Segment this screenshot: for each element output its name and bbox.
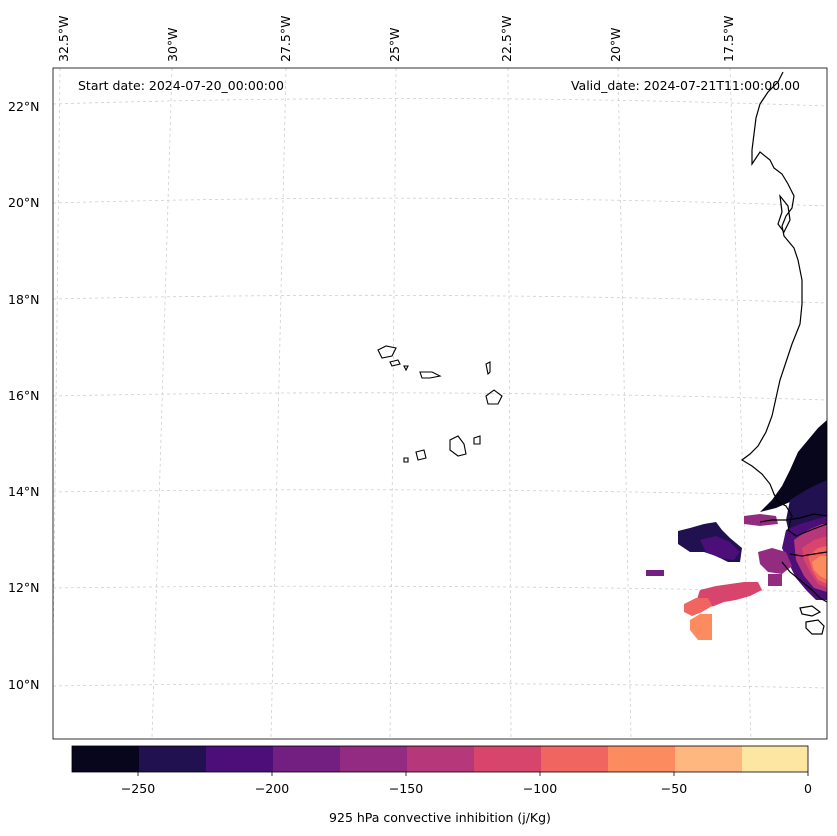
cin-contour-fills (646, 420, 827, 640)
lon-tick-label: 32.5°W (56, 16, 71, 62)
cin-region (812, 556, 827, 580)
colorbar-ticks (137, 772, 809, 776)
map-frame (52, 67, 828, 740)
lon-tick-label: 27.5°W (278, 16, 293, 62)
latitude-tick-labels: 22°N 20°N 18°N 16°N 14°N 12°N 10°N (8, 99, 40, 692)
colorbar-segment (742, 746, 808, 772)
lon-tick-label: 17.5°W (721, 16, 736, 62)
cin-region (690, 614, 712, 640)
longitude-tick-labels: 32.5°W 30°W 27.5°W 25°W 22.5°W 20°W 17.5… (56, 16, 736, 62)
colorbar-tick-label: −100 (523, 781, 557, 796)
lon-tick-label: 22.5°W (499, 16, 514, 62)
colorbar-segment (608, 746, 675, 772)
coastlines (740, 71, 827, 635)
colorbar-tick-label: −200 (255, 781, 289, 796)
lat-tick-label: 20°N (8, 195, 40, 210)
cin-region (700, 536, 740, 560)
cin-region (684, 598, 712, 616)
lat-tick-label: 10°N (8, 677, 40, 692)
colorbar-tick-label: −50 (661, 781, 687, 796)
lon-tick-label: 20°W (608, 27, 623, 62)
colorbar-frame (71, 745, 809, 773)
lat-tick-label: 12°N (8, 580, 40, 595)
lon-tick-label: 25°W (387, 27, 402, 62)
cin-region (646, 570, 664, 576)
valid-date-label: Valid_date: 2024-07-21T11:00:00.00 (571, 78, 800, 93)
colorbar-segment (407, 746, 474, 772)
lon-tick-label: 30°W (165, 27, 180, 62)
colorbar-segment (72, 746, 139, 772)
lat-tick-label: 22°N (8, 99, 40, 114)
cin-region (768, 574, 782, 586)
colorbar-tick-label: −250 (121, 781, 155, 796)
cin-region (744, 514, 778, 526)
cin-region (696, 582, 762, 608)
cin-region (758, 548, 792, 574)
colorbar: −250 −200 −150 −100 −50 0 925 hPa convec… (71, 745, 812, 825)
colorbar-title: 925 hPa convective inhibition (j/Kg) (329, 810, 551, 825)
islands (377, 345, 503, 463)
colorbar-segment (206, 746, 273, 772)
colorbar-segment (139, 746, 206, 772)
colorbar-segment (474, 746, 541, 772)
lat-tick-label: 14°N (8, 484, 40, 499)
lat-tick-label: 16°N (8, 388, 40, 403)
colorbar-segment (340, 746, 407, 772)
colorbar-tick-label: −150 (389, 781, 423, 796)
colorbar-segment (273, 746, 340, 772)
colorbar-segment (675, 746, 742, 772)
colorbar-tick-label: 0 (804, 781, 812, 796)
start-date-label: Start date: 2024-07-20_00:00:00 (78, 78, 284, 93)
map-panel (53, 68, 827, 739)
lat-tick-label: 18°N (8, 292, 40, 307)
colorbar-segment (541, 746, 608, 772)
